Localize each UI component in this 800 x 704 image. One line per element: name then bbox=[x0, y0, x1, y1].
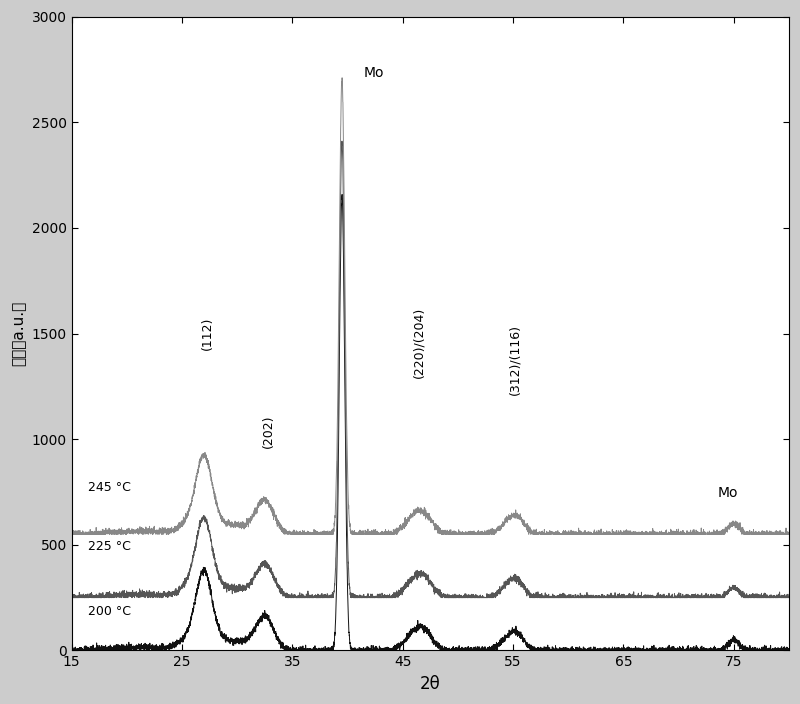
Text: 225 °C: 225 °C bbox=[88, 541, 131, 553]
Text: Mo: Mo bbox=[717, 486, 738, 501]
Text: (220)/(204): (220)/(204) bbox=[413, 307, 426, 378]
Text: 200 °C: 200 °C bbox=[88, 605, 131, 618]
X-axis label: 2θ: 2θ bbox=[420, 675, 441, 693]
Text: (202): (202) bbox=[262, 414, 274, 448]
Text: (112): (112) bbox=[201, 317, 214, 351]
Text: 245 °C: 245 °C bbox=[88, 482, 131, 494]
Y-axis label: 强度（a.u.）: 强度（a.u.） bbox=[11, 301, 26, 366]
Text: Mo: Mo bbox=[364, 66, 385, 80]
Text: (312)/(116): (312)/(116) bbox=[509, 324, 522, 395]
